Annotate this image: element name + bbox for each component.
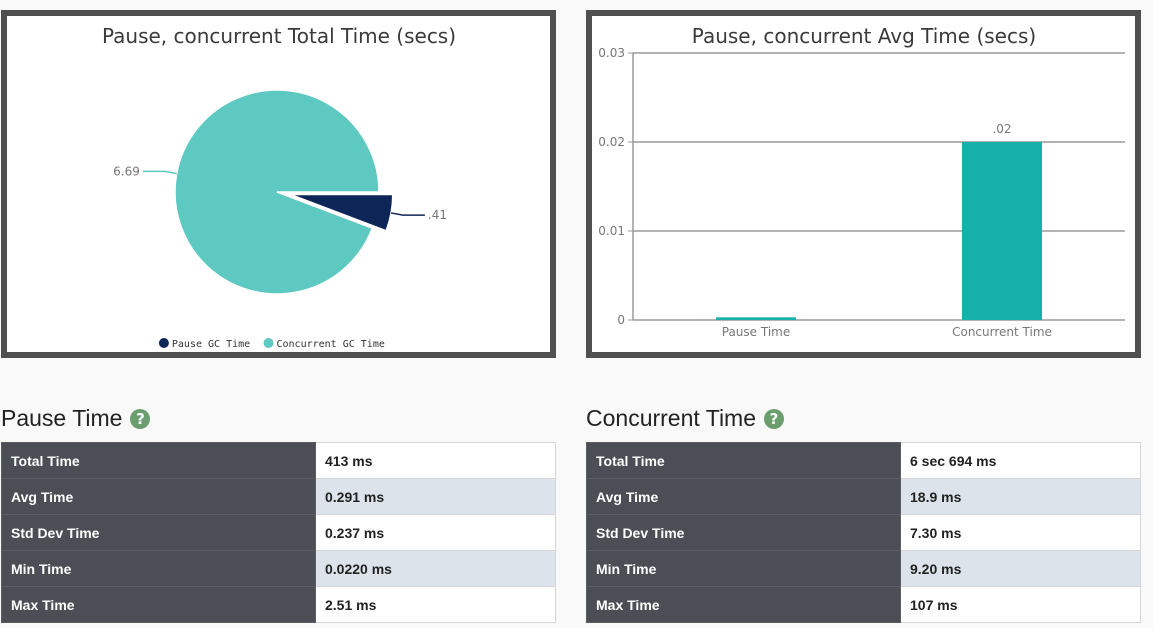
y-tick-label: 0.02: [598, 135, 625, 149]
table-row: Avg Time 0.291 ms: [1, 478, 556, 515]
x-tick-label: Pause Time: [722, 325, 790, 339]
stat-label: Total Time: [586, 442, 901, 479]
stat-value: 9.20 ms: [900, 550, 1141, 587]
stat-value: 0.0220 ms: [315, 550, 556, 587]
legend-item[interactable]: Concurrent GC Time: [277, 339, 385, 350]
table-row: Min Time 0.0220 ms: [1, 550, 556, 587]
bar-data-label: .02: [992, 122, 1011, 136]
stat-label: Max Time: [586, 586, 901, 623]
table-row: Min Time 9.20 ms: [586, 550, 1141, 587]
table-row: Std Dev Time 0.237 ms: [1, 514, 556, 551]
concurrent-time-table: Total Time 6 sec 694 ms Avg Time 18.9 ms S…: [586, 442, 1141, 623]
pie-leader-line: [142, 170, 177, 175]
pie-slice-pause-gc-time[interactable]: [290, 193, 394, 232]
table-row: Total Time 6 sec 694 ms: [586, 442, 1141, 479]
pie-data-label: 6.69: [113, 164, 140, 178]
pie-data-label: .41: [428, 208, 447, 222]
y-tick-label: 0.03: [598, 46, 625, 60]
table-row: Std Dev Time 7.30 ms: [586, 514, 1141, 551]
pause-time-table: Total Time 413 ms Avg Time 0.291 ms Std De…: [1, 442, 556, 623]
pie-leader-line: [390, 212, 425, 216]
pie-chart: Pause, concurrent Total Time (secs) .41 6…: [102, 24, 456, 350]
y-tick-label: 0: [617, 313, 625, 327]
pause-time-heading: Pause Time ?: [1, 405, 151, 432]
stat-label: Min Time: [1, 550, 316, 587]
legend-item[interactable]: Pause GC Time: [172, 339, 250, 350]
stat-value: 6 sec 694 ms: [900, 442, 1141, 479]
bar-chart: Pause, concurrent Avg Time (secs) 0 0.01 0…: [598, 24, 1125, 339]
stat-label: Max Time: [1, 586, 316, 623]
table-row: Max Time 107 ms: [586, 586, 1141, 623]
concurrent-time-title: Concurrent Time: [586, 405, 757, 431]
help-icon[interactable]: ?: [764, 408, 785, 429]
stat-label: Avg Time: [586, 478, 901, 515]
stat-value: 0.291 ms: [315, 478, 556, 515]
stat-label: Std Dev Time: [1, 514, 316, 551]
stat-label: Total Time: [1, 442, 316, 479]
legend-swatch: [158, 338, 169, 348]
stat-value: 2.51 ms: [315, 586, 556, 623]
y-tick-label: 0.01: [598, 224, 625, 238]
concurrent-time-heading: Concurrent Time ?: [586, 405, 785, 432]
help-icon[interactable]: ?: [130, 408, 151, 429]
stat-value: 7.30 ms: [900, 514, 1141, 551]
pause-time-title: Pause Time: [1, 405, 123, 431]
bar-chart-title: Pause, concurrent Avg Time (secs): [692, 24, 1036, 48]
stat-value: 107 ms: [900, 586, 1141, 623]
bar-pause-time[interactable]: [716, 317, 796, 320]
stat-label: Std Dev Time: [586, 514, 901, 551]
table-row: Max Time 2.51 ms: [1, 586, 556, 623]
stat-value: 18.9 ms: [900, 478, 1141, 515]
legend-swatch: [263, 338, 274, 348]
stat-value: 413 ms: [315, 442, 556, 479]
table-row: Avg Time 18.9 ms: [586, 478, 1141, 515]
table-row: Total Time 413 ms: [1, 442, 556, 479]
bar-chart-panel: Pause, concurrent Avg Time (secs) 0 0.01 0…: [586, 10, 1141, 358]
pie-chart-title: Pause, concurrent Total Time (secs): [102, 24, 456, 48]
x-tick-label: Concurrent Time: [952, 325, 1052, 339]
stat-value: 0.237 ms: [315, 514, 556, 551]
pie-slice-concurrent-gc-time[interactable]: [174, 89, 380, 295]
stat-label: Avg Time: [1, 478, 316, 515]
bar-concurrent-time[interactable]: [962, 142, 1042, 320]
stat-label: Min Time: [586, 550, 901, 587]
pie-chart-panel: Pause, concurrent Total Time (secs) .41 6…: [1, 10, 556, 358]
